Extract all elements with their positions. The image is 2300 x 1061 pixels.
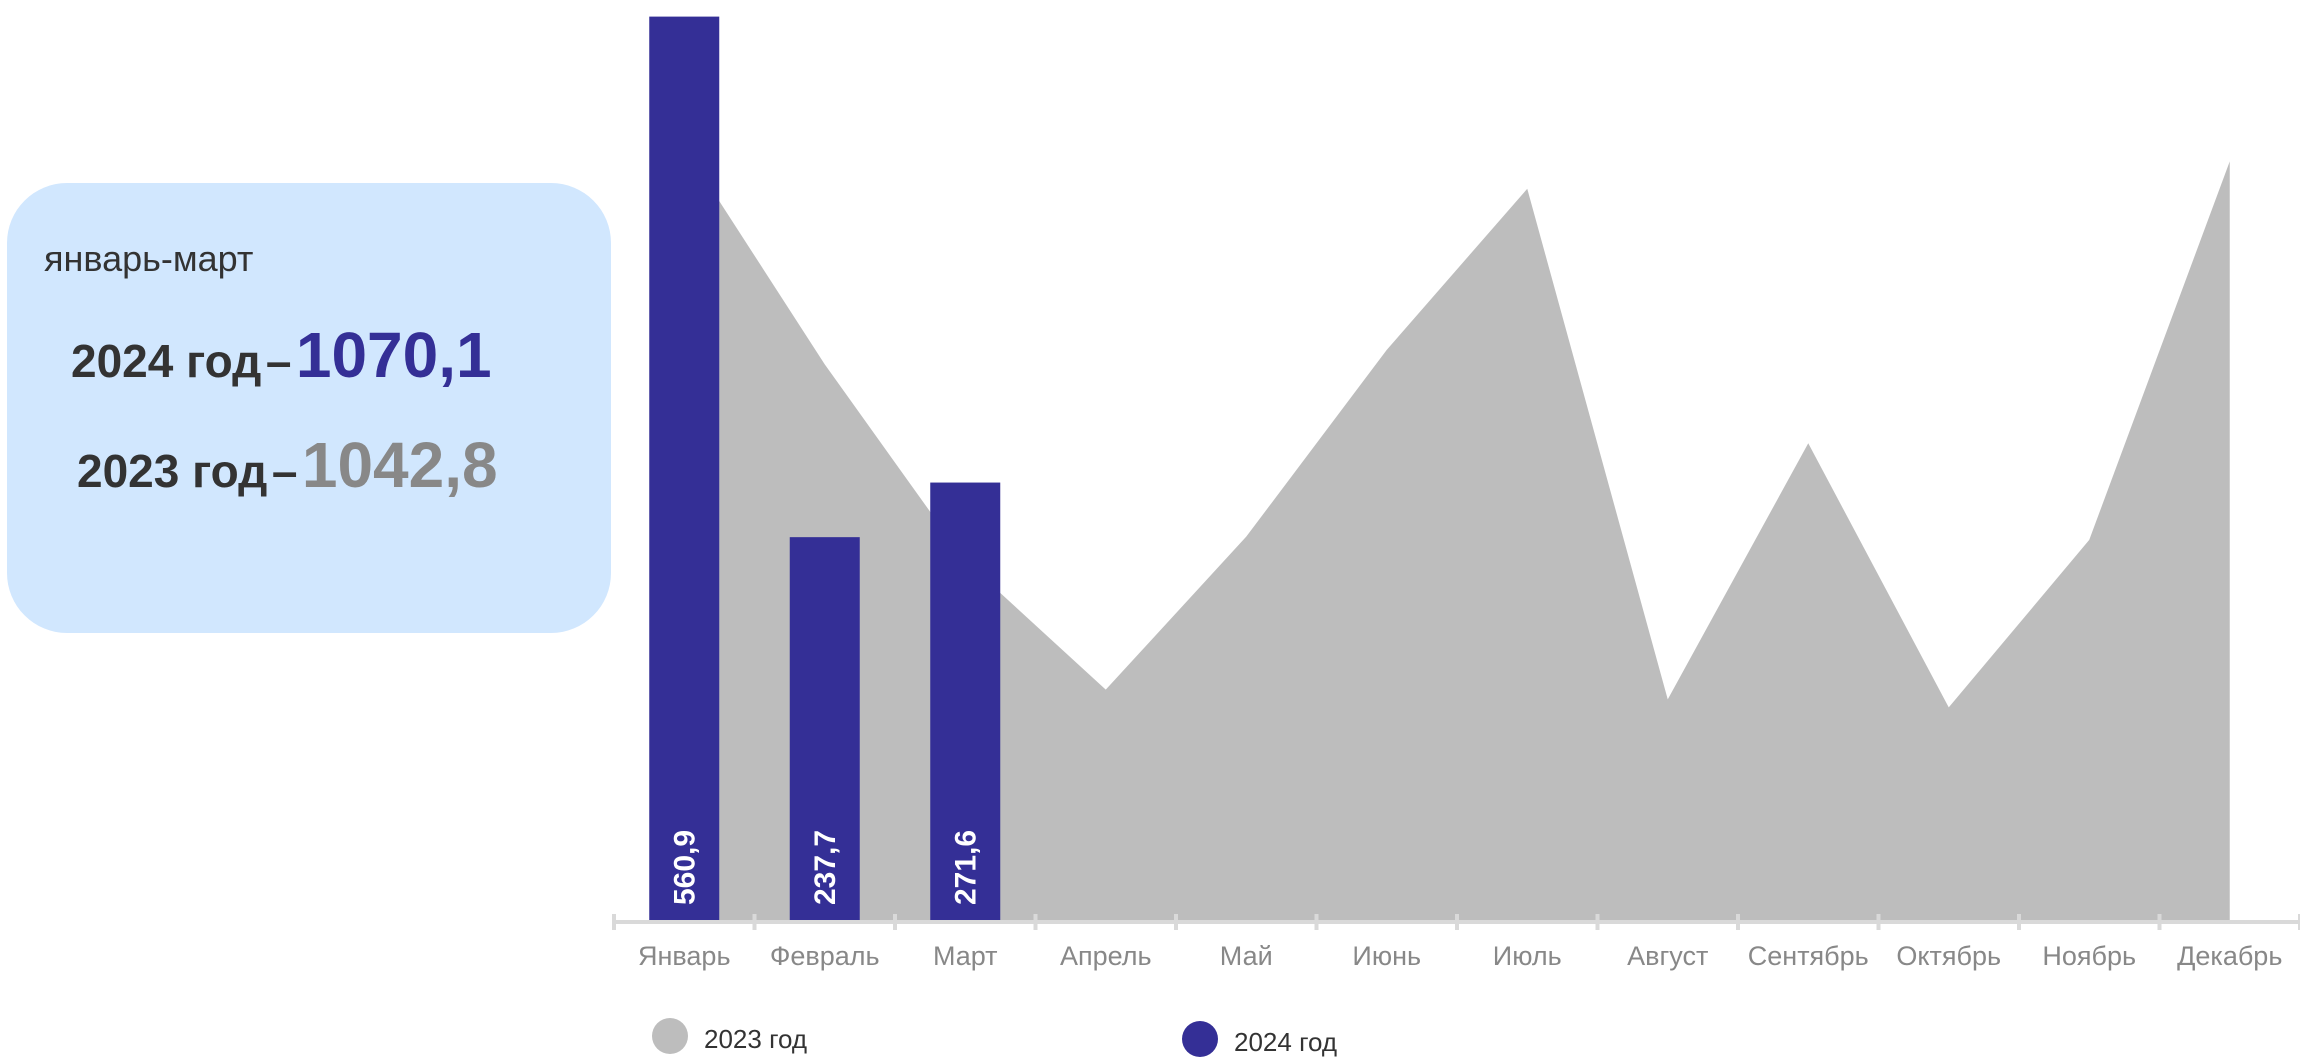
area-series-2023 (684, 146, 2230, 920)
summary-total-2023: 1042,8 (301, 429, 498, 501)
legend-label-2023: 2023 год (704, 1024, 808, 1054)
x-tick-label: Июнь (1352, 941, 1421, 971)
legend-label-2024: 2024 год (1234, 1027, 1338, 1057)
x-tick-label: Март (933, 941, 998, 971)
summary-year-label: 2023 год (77, 445, 268, 497)
bar-Март (930, 482, 1001, 920)
summary-year-label: 2024 год (71, 335, 262, 387)
x-tick-label: Ноябрь (2042, 941, 2136, 971)
x-tick-label: Апрель (1060, 941, 1152, 971)
x-tick-label: Май (1220, 941, 1273, 971)
bar-value-label: 271,6 (949, 830, 982, 905)
x-tick-label: Декабрь (2177, 941, 2282, 971)
summary-row-2024: 2024 год – 1070,1 (71, 318, 492, 392)
bar-value-label: 560,9 (668, 830, 701, 905)
x-tick-label: Октябрь (1896, 941, 2001, 971)
x-tick-label: Август (1627, 941, 1708, 971)
summary-separator: – (271, 445, 298, 497)
x-tick-label: Февраль (770, 941, 880, 971)
summary-period: январь-март (44, 238, 254, 279)
bar-Январь (649, 16, 720, 921)
x-tick-label: Июль (1493, 941, 1562, 971)
bar-Февраль (789, 537, 860, 920)
x-tick-label: Сентябрь (1748, 941, 1869, 971)
summary-separator: – (265, 335, 292, 387)
summary-card: январь-март 2024 год – 1070,1 2023 год –… (7, 183, 611, 633)
summary-total-2024: 1070,1 (295, 319, 492, 391)
x-tick-label: Январь (638, 941, 731, 971)
summary-row-2023: 2023 год – 1042,8 (77, 428, 498, 502)
bar-value-label: 237,7 (809, 830, 842, 905)
legend-swatch-2024 (1182, 1021, 1218, 1057)
legend-swatch-2023 (652, 1018, 688, 1054)
